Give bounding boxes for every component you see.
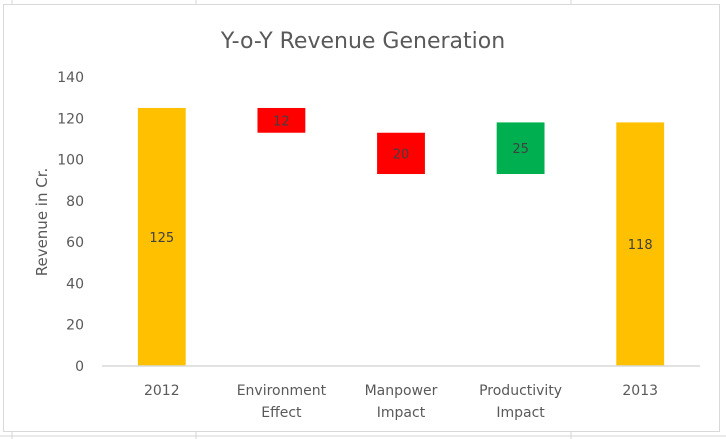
y-tick-label: 40	[66, 276, 84, 292]
y-tick-label: 60	[66, 235, 84, 251]
y-tick-label: 80	[66, 194, 84, 210]
bars	[137, 107, 665, 367]
x-tick-label: Impact	[377, 405, 426, 421]
y-tick-label: 120	[57, 111, 84, 127]
bar-increase[interactable]	[496, 122, 545, 175]
data-label: 20	[393, 147, 410, 162]
x-tick-label: Environment	[237, 383, 327, 399]
y-tick-label: 140	[57, 70, 84, 86]
x-tick-label: Impact	[496, 405, 545, 421]
x-tick-label: Productivity	[479, 383, 562, 399]
data-label: 12	[273, 114, 290, 129]
x-tick-label: 2012	[144, 383, 180, 399]
bar-decrease[interactable]	[377, 132, 425, 175]
data-labels: 125 12 20 25 118	[149, 114, 652, 253]
bar-total[interactable]	[137, 107, 186, 366]
data-label: 25	[512, 142, 529, 157]
bar-decrease[interactable]	[257, 107, 306, 133]
x-tick-label: 2013	[622, 383, 658, 399]
x-tick-label: Effect	[261, 405, 302, 421]
y-axis-label: Revenue in Cr.	[33, 168, 51, 277]
bar-total[interactable]	[616, 122, 665, 367]
data-label: 118	[628, 238, 653, 253]
chart-title: Y-o-Y Revenue Generation	[220, 29, 505, 54]
y-tick-label: 20	[66, 318, 84, 334]
chart-area[interactable]	[3, 4, 720, 432]
x-axis-ticks: 2012 Environment Effect Manpower Impact Produ…	[144, 383, 658, 421]
x-tick-label: Manpower	[365, 383, 438, 399]
y-axis-ticks: 0 20 40 60 80 100 120 140	[57, 70, 84, 375]
y-tick-label: 100	[57, 153, 84, 169]
data-label: 125	[149, 231, 174, 246]
y-tick-label: 0	[75, 359, 84, 375]
